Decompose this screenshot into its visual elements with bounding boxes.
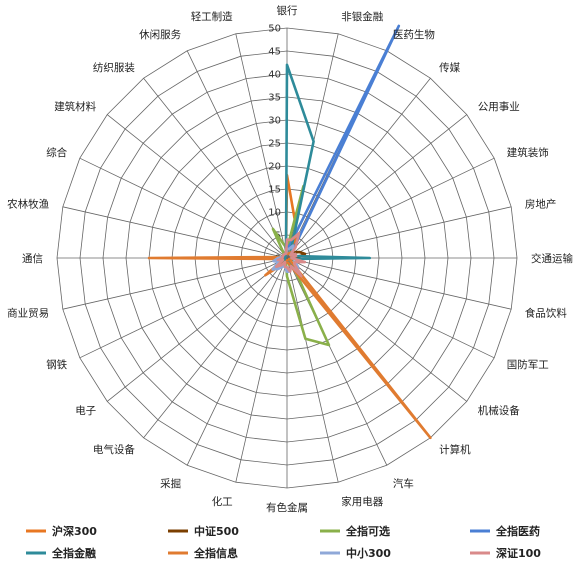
category-label-layer: 银行 非银金融医药生物传媒公用事业建筑装饰房地产交通运输食品饮料国防军工机械设备计…: [7, 4, 573, 514]
category-label: 商业贸易: [7, 306, 49, 319]
category-label: 银行: [277, 4, 298, 17]
category-label: 纺织服装: [93, 61, 135, 74]
grid-spoke: [286, 257, 468, 402]
r-tick-label: 40: [268, 70, 281, 81]
category-label: 建筑装饰: [507, 146, 549, 159]
r-tick-label: 20: [268, 162, 281, 173]
grid-spoke: [62, 257, 288, 310]
grid-spoke: [286, 257, 388, 466]
r-tick-label: 45: [268, 47, 281, 58]
r-tick-label: 10: [268, 208, 281, 219]
grid-spoke: [106, 257, 288, 402]
grid-spoke: [286, 114, 468, 259]
legend-label: 沪深300: [52, 524, 97, 538]
category-label: 有色金属: [266, 501, 308, 514]
category-label: 采掘: [160, 477, 181, 490]
legend-label: 全指可选: [345, 524, 390, 538]
legend-label: 深证100: [496, 546, 541, 560]
grid-spoke: [186, 50, 288, 259]
grid-spoke: [235, 257, 288, 483]
category-label: 传媒: [439, 61, 460, 74]
category-label: 建筑材料: [54, 100, 96, 113]
grid-spoke: [286, 157, 495, 259]
category-label: 通信: [22, 253, 43, 265]
legend-label: 中证500: [194, 524, 239, 538]
category-label: 机械设备: [478, 404, 520, 417]
r-tick-label: 30: [268, 116, 281, 127]
grid-spoke: [286, 206, 512, 259]
grid-spoke: [79, 157, 288, 259]
grid-spoke: [79, 257, 288, 359]
category-label: 计算机: [439, 443, 471, 456]
grid-spoke: [235, 33, 288, 259]
category-label: 非银金融: [341, 10, 383, 23]
grid-spoke: [286, 257, 339, 483]
category-label: 家用电器: [341, 495, 383, 508]
category-label: 房地产: [525, 198, 557, 211]
series-line: [147, 249, 432, 440]
category-label: 轻工制造: [191, 10, 233, 23]
category-label: 电气设备: [93, 443, 135, 456]
legend-label: 全指信息: [193, 546, 238, 560]
r-tick-label: 15: [268, 185, 281, 196]
legend-label: 全指金融: [51, 546, 96, 560]
category-label: 医药生物: [393, 28, 435, 41]
category-label: 交通运输: [531, 252, 573, 265]
legend-label: 全指医药: [495, 524, 540, 538]
grid-spoke: [106, 114, 288, 259]
category-label: 公用事业: [478, 100, 520, 113]
grid-spoke: [62, 206, 288, 259]
series-line: [281, 24, 401, 267]
r-tick-label: 35: [268, 93, 281, 104]
grid-spoke: [286, 77, 431, 259]
category-label: 食品饮料: [525, 306, 567, 319]
grid-spoke: [186, 257, 288, 466]
category-label: 化工: [212, 495, 233, 508]
r-tick-label: 25: [268, 139, 281, 150]
grid-spoke: [143, 77, 288, 259]
series-line: [274, 231, 307, 278]
grid-spoke: [143, 257, 288, 439]
grid-spoke: [286, 257, 495, 359]
legend-label: 中小300: [346, 546, 391, 560]
category-label: 钢铁: [46, 358, 67, 371]
grid-spoke: [286, 257, 512, 310]
category-label: 农林牧渔: [7, 198, 49, 211]
series-layer: [147, 24, 432, 440]
r-tick-label: 50: [268, 24, 281, 35]
category-label: 综合: [46, 146, 67, 159]
category-label: 电子: [75, 404, 96, 417]
category-label: 休闲服务: [139, 28, 181, 41]
category-label: 汽车: [393, 477, 414, 490]
category-label: 国防军工: [507, 358, 549, 371]
